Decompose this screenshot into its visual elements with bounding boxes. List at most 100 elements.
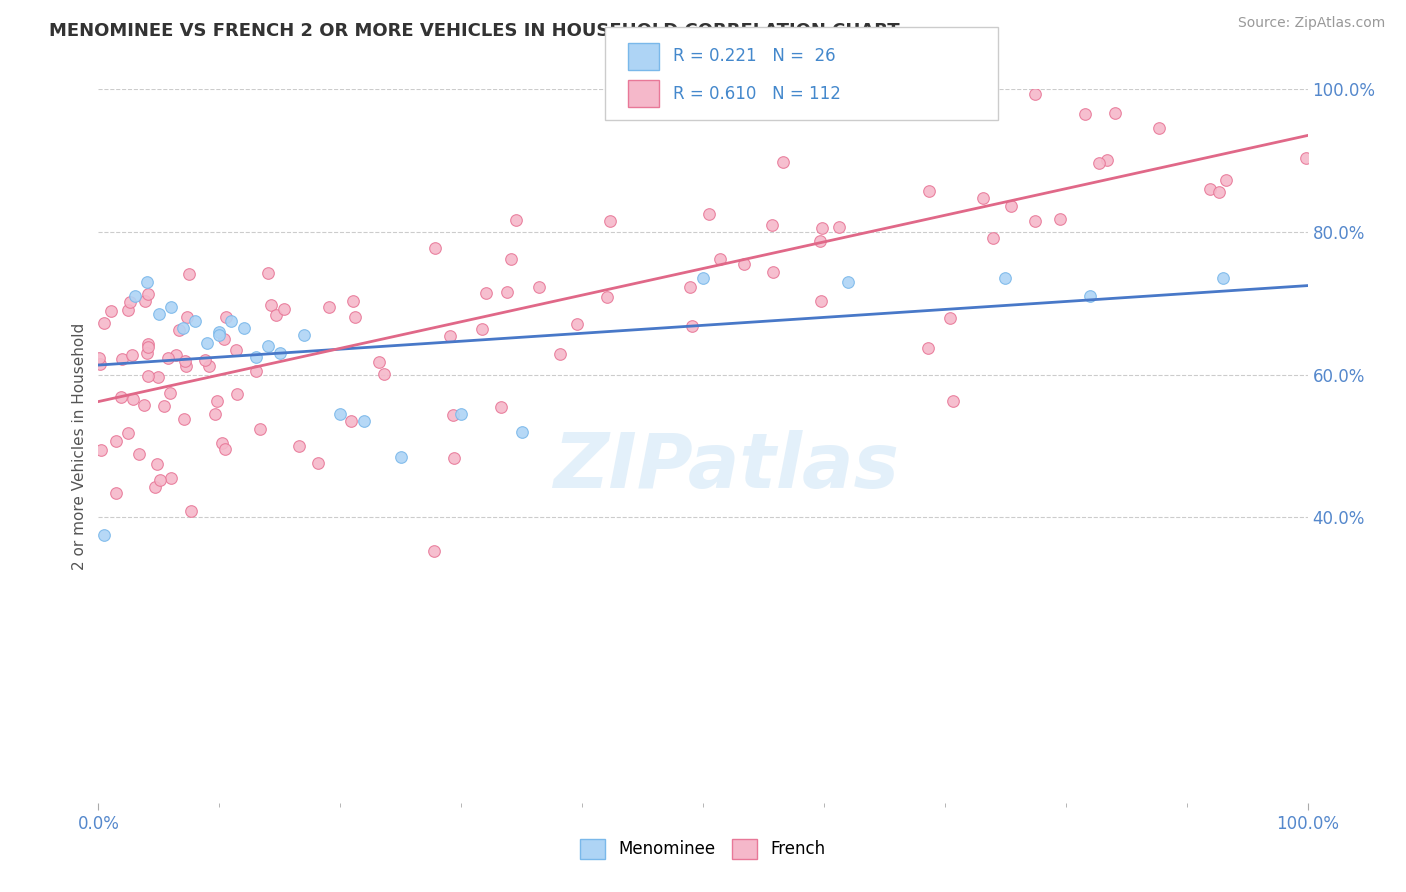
Point bbox=[596, 290, 619, 304]
Point bbox=[443, 451, 465, 466]
Point bbox=[121, 348, 143, 362]
Text: ZIPatlas: ZIPatlas bbox=[554, 431, 900, 504]
Point bbox=[844, 68, 866, 82]
Point bbox=[260, 298, 283, 312]
Point bbox=[1000, 199, 1022, 213]
Point bbox=[439, 329, 461, 343]
Point bbox=[138, 340, 160, 354]
Point bbox=[697, 207, 720, 221]
Point bbox=[195, 335, 218, 350]
Point bbox=[136, 336, 159, 351]
Point bbox=[208, 325, 231, 339]
Point bbox=[136, 346, 159, 360]
Point bbox=[273, 301, 295, 316]
Point bbox=[225, 387, 247, 401]
Point bbox=[1147, 120, 1170, 135]
Point bbox=[972, 191, 994, 205]
Point bbox=[117, 425, 139, 440]
Point bbox=[548, 347, 571, 361]
Point bbox=[204, 408, 226, 422]
Point bbox=[1212, 271, 1234, 285]
Point bbox=[159, 471, 181, 485]
Point bbox=[1088, 155, 1111, 169]
Point bbox=[1024, 213, 1046, 227]
Point bbox=[89, 357, 111, 371]
Point bbox=[121, 392, 143, 406]
Point bbox=[148, 307, 170, 321]
Point bbox=[441, 408, 464, 422]
Point bbox=[1208, 185, 1230, 199]
Point bbox=[1215, 172, 1237, 186]
Point bbox=[1104, 106, 1126, 120]
Point bbox=[105, 434, 128, 448]
Point bbox=[256, 339, 278, 353]
Point bbox=[214, 332, 236, 346]
Point bbox=[344, 310, 367, 325]
Point bbox=[165, 347, 187, 361]
Point bbox=[353, 414, 375, 428]
Legend: Menominee, French: Menominee, French bbox=[574, 832, 832, 866]
Point bbox=[318, 300, 340, 314]
Point bbox=[1074, 107, 1097, 121]
Point bbox=[1049, 211, 1071, 226]
Point bbox=[496, 285, 519, 300]
Point bbox=[709, 252, 731, 266]
Point bbox=[368, 355, 391, 369]
Point bbox=[1078, 289, 1101, 303]
Point bbox=[471, 322, 494, 336]
Point bbox=[264, 309, 287, 323]
Point bbox=[128, 447, 150, 461]
Point bbox=[808, 234, 831, 248]
Point bbox=[288, 438, 311, 452]
Point bbox=[762, 265, 785, 279]
Point bbox=[93, 528, 115, 542]
Point bbox=[225, 343, 247, 357]
Point bbox=[329, 407, 352, 421]
Point bbox=[110, 390, 132, 404]
Point bbox=[269, 346, 291, 360]
Point bbox=[120, 295, 142, 310]
Point bbox=[389, 450, 412, 464]
Point bbox=[157, 351, 180, 365]
Point bbox=[942, 393, 965, 408]
Point bbox=[153, 400, 176, 414]
Point bbox=[679, 279, 702, 293]
Point bbox=[917, 342, 939, 356]
Point bbox=[174, 359, 197, 374]
Point bbox=[159, 386, 181, 401]
Point bbox=[681, 318, 703, 333]
Point bbox=[193, 353, 215, 368]
Point bbox=[837, 275, 859, 289]
Point bbox=[501, 252, 523, 267]
Point bbox=[143, 479, 166, 493]
Point bbox=[173, 412, 195, 426]
Point bbox=[111, 352, 134, 367]
Text: R = 0.221   N =  26: R = 0.221 N = 26 bbox=[673, 47, 837, 65]
Point bbox=[505, 213, 527, 227]
Point bbox=[232, 321, 254, 335]
Point bbox=[1097, 153, 1119, 167]
Point bbox=[124, 289, 146, 303]
Point bbox=[1057, 68, 1080, 82]
Point bbox=[87, 351, 110, 365]
Point bbox=[197, 359, 219, 374]
Point bbox=[423, 242, 446, 256]
Point bbox=[167, 323, 190, 337]
Point bbox=[146, 458, 169, 472]
Point bbox=[172, 321, 194, 335]
Point bbox=[134, 293, 156, 308]
Point bbox=[981, 231, 1004, 245]
Point bbox=[308, 456, 330, 470]
Point bbox=[100, 304, 122, 318]
Point bbox=[180, 504, 202, 518]
Point bbox=[810, 294, 832, 309]
Y-axis label: 2 or more Vehicles in Household: 2 or more Vehicles in Household bbox=[72, 322, 87, 570]
Point bbox=[810, 221, 832, 235]
Point bbox=[132, 398, 155, 412]
Point bbox=[733, 257, 755, 271]
Point bbox=[173, 354, 195, 368]
Point bbox=[90, 442, 112, 457]
Point bbox=[692, 271, 714, 285]
Point bbox=[93, 316, 115, 330]
Point bbox=[1199, 182, 1222, 196]
